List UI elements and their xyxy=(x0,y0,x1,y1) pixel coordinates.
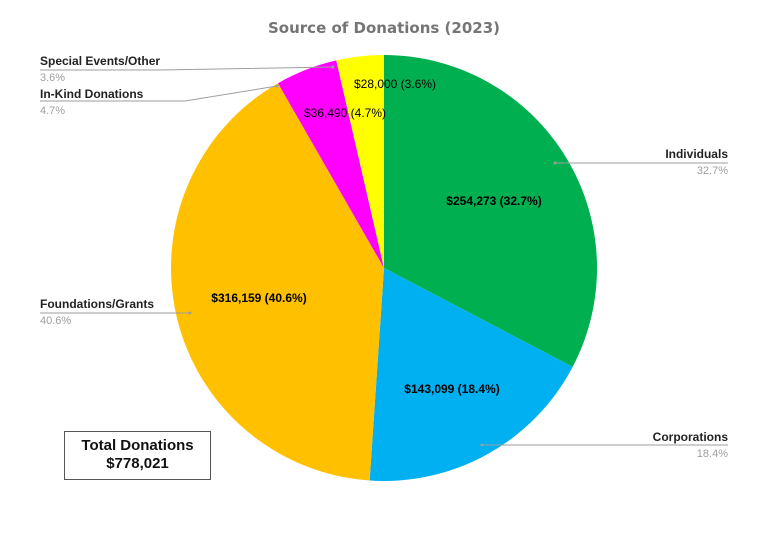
pie-slice-special-events-other xyxy=(336,55,384,268)
slice-value-label: $28,000 (3.6%) xyxy=(354,77,436,91)
leader-line xyxy=(40,66,334,71)
slice-value-label: $36,490 (4.7%) xyxy=(304,106,386,120)
legend-name-label: Foundations/Grants xyxy=(40,297,154,311)
legend-name-label: In-Kind Donations xyxy=(40,87,144,101)
total-donations-label: Total Donations xyxy=(81,437,194,454)
leader-dot xyxy=(553,161,557,165)
total-donations-box: Total Donations $778,021 xyxy=(64,431,211,480)
pie-slice-corporations xyxy=(369,268,573,481)
legend-name-label: Special Events/Other xyxy=(40,54,160,68)
leader-dot xyxy=(188,311,192,315)
leader-dot xyxy=(331,65,335,69)
legend-percent-label: 32.7% xyxy=(697,165,728,177)
leader-line xyxy=(40,85,278,102)
leader-dot xyxy=(275,84,279,88)
legend-percent-label: 4.7% xyxy=(40,105,65,117)
chart-title: Source of Donations (2023) xyxy=(268,19,500,37)
legend-percent-label: 3.6% xyxy=(40,72,65,84)
pie-slice-in-kind-donations xyxy=(278,60,384,268)
pie-slice-foundations-grants xyxy=(171,83,384,481)
legend-name-label: Corporations xyxy=(653,430,729,444)
slice-value-label: $316,159 (40.6%) xyxy=(211,291,306,305)
total-donations-value: $778,021 xyxy=(106,455,169,472)
pie-slice-individuals xyxy=(384,55,598,367)
legend-percent-label: 40.6% xyxy=(40,315,71,327)
slice-value-label: $143,099 (18.4%) xyxy=(404,382,499,396)
legend-name-label: Individuals xyxy=(665,147,728,161)
leader-dot xyxy=(480,443,484,447)
legend-percent-label: 18.4% xyxy=(697,448,728,460)
slice-value-label: $254,273 (32.7%) xyxy=(446,194,541,208)
